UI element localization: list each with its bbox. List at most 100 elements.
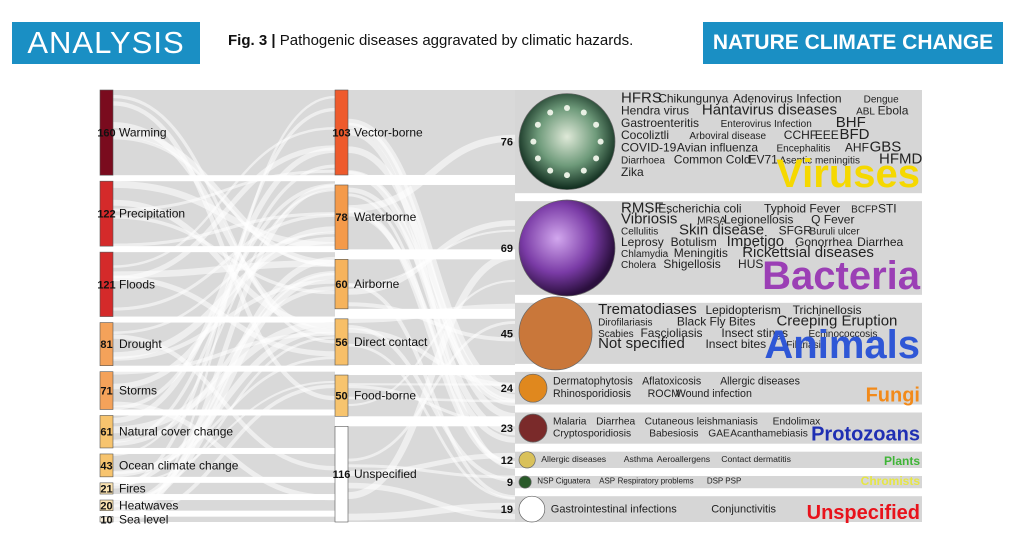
disease-word: NSP bbox=[537, 477, 553, 486]
node-ocean-climate-change bbox=[99, 453, 114, 478]
node-precipitation bbox=[99, 180, 114, 247]
disease-word: Echinococcosis bbox=[808, 329, 877, 340]
label-storms: Storms bbox=[119, 384, 157, 398]
label-food-borne: Food-borne bbox=[354, 389, 416, 403]
value-pathogen-protozoans: 23 bbox=[501, 423, 513, 435]
virus-spike-icon bbox=[597, 138, 604, 145]
value-unspecified: 116 bbox=[333, 469, 351, 481]
disease-word: SFGR bbox=[779, 224, 813, 238]
value-direct-contact: 56 bbox=[335, 337, 347, 349]
disease-word: GBS bbox=[870, 138, 902, 155]
protozoan-icon bbox=[518, 413, 548, 443]
pathogen-name-animals: Animals bbox=[764, 323, 920, 367]
plants-icon bbox=[518, 451, 536, 469]
value-vector-borne: 103 bbox=[332, 127, 350, 139]
disease-word: Respiratory problems bbox=[618, 477, 694, 486]
disease-word: Acanthamebiasis bbox=[730, 428, 808, 439]
analysis-badge: ANALYSIS bbox=[12, 22, 200, 64]
virus-spike-icon bbox=[564, 104, 570, 111]
disease-word: Enterovirus Infection bbox=[721, 119, 812, 130]
disease-word: RMSF bbox=[621, 199, 664, 216]
flow-link bbox=[347, 279, 516, 407]
disease-word: AHF bbox=[845, 140, 869, 154]
disease-word: BHF bbox=[836, 114, 866, 131]
disease-word: Cryptosporidiosis bbox=[553, 428, 631, 439]
pathogen-name-viruses: Viruses bbox=[776, 152, 920, 196]
disease-word: Escherichia coli bbox=[658, 201, 741, 215]
disease-word: Gastroenteritis bbox=[621, 116, 699, 130]
figure-title-text: Pathogenic diseases aggravated by climat… bbox=[279, 32, 634, 49]
disease-word: Allergic diseases bbox=[720, 375, 800, 387]
disease-word: PSP bbox=[725, 477, 741, 486]
disease-word: Aflatoxicosis bbox=[642, 375, 701, 387]
pathogen-name-unspecified: Unspecified bbox=[807, 502, 920, 524]
disease-word: Lepidopterism bbox=[705, 303, 780, 317]
band-waterborne bbox=[348, 184, 515, 250]
flow-link bbox=[112, 147, 336, 424]
flow-link bbox=[347, 452, 516, 476]
disease-word: Contact dermatitis bbox=[721, 454, 791, 464]
band-pathogen-fungi bbox=[515, 371, 922, 405]
disease-word: STI bbox=[878, 201, 897, 215]
disease-word: Vibriosis bbox=[621, 210, 677, 227]
disease-word: Trematodiases bbox=[598, 301, 697, 318]
disease-word: Chikungunya bbox=[658, 91, 728, 105]
pathogen-name-bacteria: Bacteria bbox=[762, 254, 921, 298]
node-sea-level bbox=[99, 516, 114, 523]
flow-link bbox=[347, 302, 516, 342]
disease-word: Legionellosis bbox=[724, 212, 793, 226]
disease-word: Cellulitis bbox=[621, 227, 658, 238]
band-pathogen-protozoans bbox=[515, 412, 922, 444]
disease-word: HFMD bbox=[879, 151, 922, 168]
label-vector-borne: Vector-borne bbox=[354, 125, 423, 139]
disease-word: Aeroallergens bbox=[657, 454, 711, 464]
disease-word: Gonorrhea bbox=[795, 235, 853, 249]
disease-word: Buruli ulcer bbox=[810, 227, 861, 238]
value-airborne: 60 bbox=[335, 279, 347, 291]
node-vector-borne bbox=[334, 89, 349, 176]
node-waterborne bbox=[334, 184, 349, 250]
fungi-icon bbox=[518, 373, 548, 403]
disease-word: Babesiosis bbox=[649, 428, 698, 439]
disease-word: ROCM bbox=[648, 388, 681, 400]
disease-word: Allergic diseases bbox=[541, 454, 607, 464]
flow-link bbox=[347, 502, 516, 521]
virus-spike-icon bbox=[593, 155, 600, 162]
disease-word: Cutaneous leishmaniasis bbox=[645, 416, 758, 427]
value-fires: 21 bbox=[100, 483, 112, 495]
disease-word: Diarrhea bbox=[857, 235, 903, 249]
flow-link bbox=[347, 303, 516, 323]
flow-link bbox=[112, 275, 336, 357]
disease-word: Dermatophytosis bbox=[553, 375, 633, 387]
disease-word: Arboviral disease bbox=[689, 131, 766, 142]
flow-link bbox=[112, 213, 336, 311]
virus-spike-icon bbox=[580, 167, 587, 174]
band-pathogen-plants bbox=[515, 451, 922, 468]
value-floods: 121 bbox=[97, 279, 115, 291]
disease-word: Insect bites bbox=[705, 337, 766, 351]
flow-link bbox=[112, 286, 336, 446]
flow-link bbox=[347, 464, 516, 479]
value-pathogen-animals: 45 bbox=[501, 328, 513, 340]
disease-word: DSP bbox=[707, 477, 723, 486]
flow-link bbox=[347, 321, 516, 462]
label-ocean-climate-change: Ocean climate change bbox=[119, 458, 239, 472]
disease-word: HUS bbox=[738, 257, 763, 271]
label-sea-level: Sea level bbox=[119, 512, 168, 526]
flow-link bbox=[112, 199, 336, 329]
value-heatwaves: 20 bbox=[100, 500, 112, 512]
disease-word: EV71 bbox=[748, 153, 778, 167]
value-pathogen-bacteria: 69 bbox=[501, 243, 513, 255]
node-floods bbox=[99, 251, 114, 317]
value-waterborne: 78 bbox=[335, 212, 347, 224]
disease-word: Malaria bbox=[553, 416, 587, 427]
disease-word: Rhinosporidiosis bbox=[553, 388, 631, 400]
flow-link bbox=[112, 107, 336, 489]
flow-link bbox=[112, 380, 336, 486]
flows-layer bbox=[112, 94, 516, 523]
band-pathogen-unspecified bbox=[515, 496, 922, 522]
virus-spike-icon bbox=[534, 121, 541, 128]
disease-word: Q Fever bbox=[811, 212, 854, 226]
disease-word: Hendra virus bbox=[621, 104, 689, 118]
